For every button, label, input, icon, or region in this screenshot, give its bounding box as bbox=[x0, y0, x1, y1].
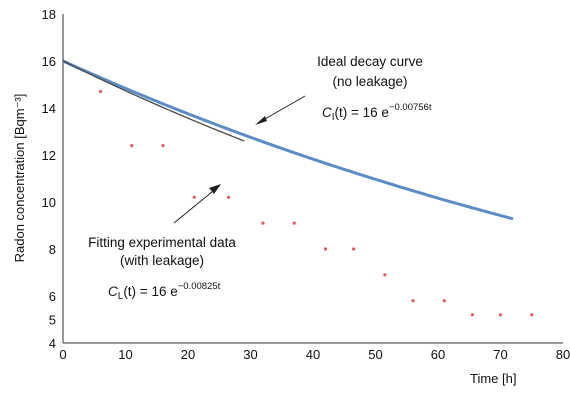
fit-arrow bbox=[173, 186, 219, 224]
y-tick-label: 10 bbox=[42, 195, 56, 210]
axes bbox=[62, 14, 563, 344]
data-point bbox=[383, 273, 387, 277]
y-tick-labels: 4 5 6 8 10 12 14 16 18 bbox=[42, 7, 56, 351]
data-point bbox=[98, 89, 103, 94]
x-tick-label: 0 bbox=[59, 347, 66, 362]
ideal-decay-curve bbox=[62, 59, 514, 221]
data-point bbox=[192, 195, 196, 199]
data-point bbox=[227, 195, 231, 199]
x-tick-labels: 0 10 20 30 40 50 60 70 80 bbox=[59, 347, 570, 362]
data-point bbox=[411, 299, 415, 303]
data-point bbox=[130, 144, 134, 148]
y-tick-label: 12 bbox=[42, 148, 56, 163]
fit-arrowhead bbox=[209, 184, 221, 194]
data-point bbox=[292, 221, 296, 225]
x-tick-label: 40 bbox=[306, 347, 320, 362]
y-tick-label: 16 bbox=[42, 54, 56, 69]
y-tick-label: 6 bbox=[49, 289, 56, 304]
y-tick-label: 14 bbox=[42, 101, 56, 116]
fit-annotation-formula: CL(t) = 16 e−0.00825t bbox=[108, 281, 221, 302]
fit-annotation-line1: Fitting experimental data bbox=[88, 235, 236, 250]
x-tick-label: 10 bbox=[118, 347, 132, 362]
y-tick-label: 4 bbox=[49, 336, 56, 351]
x-tick-label: 30 bbox=[243, 347, 257, 362]
y-tick-label: 8 bbox=[49, 242, 56, 257]
x-tick-label: 80 bbox=[556, 347, 570, 362]
data-point bbox=[352, 247, 356, 251]
x-tick-label: 20 bbox=[181, 347, 195, 362]
ideal-arrowhead bbox=[255, 116, 267, 125]
curves bbox=[62, 59, 514, 221]
x-tick-label: 70 bbox=[493, 347, 507, 362]
data-point bbox=[261, 221, 265, 225]
ideal-annotation-formula: CI(t) = 16 e−0.00756t bbox=[322, 102, 432, 123]
ideal-annotation-line1: Ideal decay curve bbox=[317, 54, 423, 69]
data-point bbox=[498, 313, 503, 317]
fit-annotation-line2: (with leakage) bbox=[120, 253, 204, 268]
data-points bbox=[98, 89, 534, 317]
data-point bbox=[161, 144, 165, 148]
data-point bbox=[530, 313, 534, 317]
fit-decay-curve bbox=[62, 60, 245, 142]
y-tick-label: 18 bbox=[42, 7, 56, 22]
x-tick-label: 50 bbox=[368, 347, 382, 362]
y-axis-title: Radon concentration [Bqm⁻³] bbox=[12, 94, 27, 263]
y-tick-label: 5 bbox=[49, 313, 56, 328]
ideal-annotation-line2: (no leakage) bbox=[332, 74, 407, 89]
x-tick-label: 60 bbox=[431, 347, 445, 362]
data-point bbox=[442, 299, 446, 303]
x-axis-title: Time [h] bbox=[470, 371, 516, 386]
annotation-arrows bbox=[173, 95, 306, 224]
data-point bbox=[323, 247, 328, 251]
data-point bbox=[470, 313, 474, 317]
